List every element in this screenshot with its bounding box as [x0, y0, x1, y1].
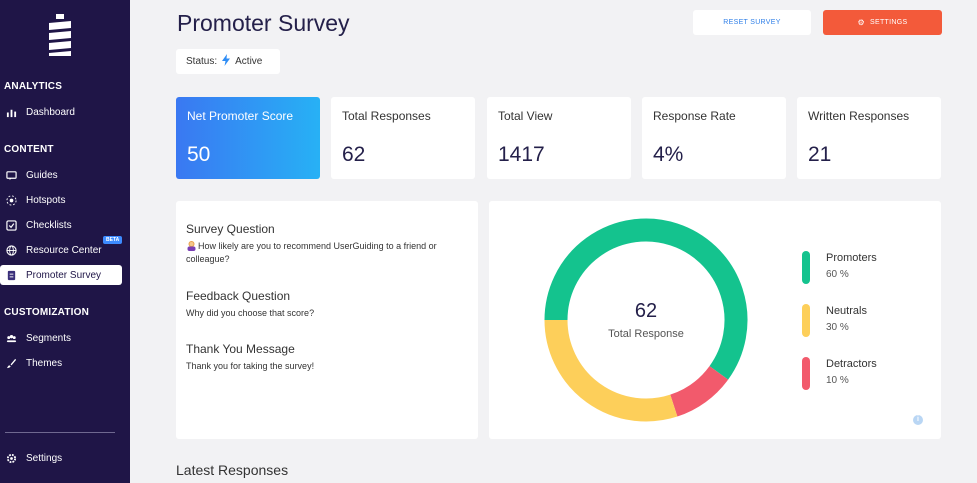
- legend-label-promoters: Promoters: [826, 252, 877, 264]
- segments-icon: [5, 332, 17, 344]
- sidebar-item-label: Resource Center: [26, 244, 102, 256]
- legend-swatch-detractors: [802, 357, 810, 390]
- detractors-arc[interactable]: [669, 365, 729, 417]
- userguiding-logo[interactable]: [47, 14, 73, 56]
- sidebar-item-dashboard[interactable]: Dashboard: [0, 102, 124, 122]
- sidebar-item-label: Promoter Survey: [26, 269, 102, 281]
- survey-icon: [5, 269, 17, 281]
- sidebar-item-segments[interactable]: Segments: [0, 328, 124, 348]
- sidebar-item-label: Themes: [26, 357, 63, 369]
- sidebar-item-themes[interactable]: Themes: [0, 353, 124, 373]
- stat-card-nps: Net Promoter Score 50: [176, 97, 320, 179]
- survey-question-title: Survey Question: [186, 222, 275, 236]
- stat-card-response-rate: Response Rate 4%: [642, 97, 786, 179]
- sidebar-divider: [5, 432, 115, 433]
- feedback-question-text: Why did you choose that score?: [186, 308, 315, 318]
- hotspot-icon: [5, 194, 17, 206]
- lightning-icon: [222, 54, 231, 69]
- brush-icon: [5, 357, 17, 369]
- guide-icon: [5, 169, 17, 181]
- chart-center-label: Total Response: [608, 328, 684, 340]
- stat-value: 1417: [498, 143, 545, 166]
- section-title-customization: CUSTOMIZATION: [4, 307, 90, 318]
- thank-you-title: Thank You Message: [186, 342, 295, 356]
- status-label: Status:: [186, 56, 218, 67]
- stat-label: Written Responses: [808, 109, 910, 123]
- status-value: Active: [235, 56, 263, 67]
- feedback-question-title: Feedback Question: [186, 289, 291, 303]
- survey-questions-panel: Survey Question How likely are you to re…: [176, 201, 478, 439]
- sidebar-item-label: Settings: [26, 452, 63, 464]
- stat-value: 21: [808, 143, 832, 166]
- thank-you-text: Thank you for taking the survey!: [186, 361, 315, 371]
- legend-label-neutrals: Neutrals: [826, 305, 867, 317]
- sidebar-item-resource-center[interactable]: Resource Center: [0, 240, 124, 260]
- sidebar-item-label: Dashboard: [26, 106, 75, 118]
- legend-value-neutrals: 30 %: [826, 322, 849, 333]
- sidebar-item-label: Segments: [26, 332, 72, 344]
- sidebar: ANALYTICS Dashboard CONTENT Guides Hotsp…: [0, 0, 130, 483]
- survey-question-text: How likely are you to recommend UserGuid…: [186, 240, 471, 266]
- stat-card-written-responses: Written Responses 21: [797, 97, 941, 179]
- sidebar-item-label: Hotspots: [26, 194, 66, 206]
- legend-value-detractors: 10 %: [826, 375, 849, 386]
- settings-button-label: SETTINGS: [870, 19, 908, 26]
- sidebar-item-guides[interactable]: Guides: [0, 165, 124, 185]
- stat-card-total-responses: Total Responses 62: [331, 97, 475, 179]
- nps-chart-panel: 62 Total Response Promoters 60 % Neutral…: [489, 201, 941, 439]
- person-emoji-icon: [186, 240, 197, 251]
- beta-badge: BETA: [103, 236, 123, 244]
- checklist-icon: [5, 219, 17, 231]
- section-title-analytics: ANALYTICS: [4, 81, 63, 92]
- nps-donut-chart: [544, 218, 748, 422]
- stat-card-total-view: Total View 1417: [487, 97, 631, 179]
- info-icon[interactable]: i: [913, 415, 923, 425]
- neutrals-arc[interactable]: [544, 319, 678, 422]
- stat-label: Response Rate: [653, 109, 736, 123]
- legend-label-detractors: Detractors: [826, 358, 877, 370]
- bar-chart-icon: [5, 106, 17, 118]
- page-title: Promoter Survey: [177, 10, 350, 36]
- section-title-content: CONTENT: [4, 144, 54, 155]
- sidebar-item-hotspots[interactable]: Hotspots: [0, 190, 124, 210]
- sidebar-item-settings[interactable]: Settings: [0, 448, 124, 468]
- stat-value: 4%: [653, 143, 684, 166]
- settings-button[interactable]: ⚙ SETTINGS: [823, 10, 942, 35]
- stat-value: 62: [342, 143, 366, 166]
- sidebar-item-label: Checklists: [26, 219, 72, 231]
- stat-label: Total View: [498, 109, 553, 123]
- reset-survey-button[interactable]: RESET SURVEY: [693, 10, 811, 35]
- chart-center-value: 62: [634, 300, 658, 322]
- stat-label: Net Promoter Score: [187, 109, 294, 123]
- status-indicator: Status: Active: [176, 49, 280, 74]
- sidebar-item-checklists[interactable]: Checklists: [0, 215, 124, 235]
- latest-responses-heading: Latest Responses: [176, 462, 289, 478]
- legend-swatch-neutrals: [802, 304, 810, 337]
- sidebar-item-label: Guides: [26, 169, 58, 181]
- promoters-arc[interactable]: [544, 218, 748, 380]
- stat-label: Total Responses: [342, 109, 431, 123]
- legend-swatch-promoters: [802, 251, 810, 284]
- stat-value: 50: [187, 143, 211, 166]
- legend-value-promoters: 60 %: [826, 269, 849, 280]
- globe-icon: [5, 244, 17, 256]
- gear-icon: ⚙: [857, 18, 866, 27]
- survey-question-body: How likely are you to recommend UserGuid…: [186, 241, 437, 264]
- gear-icon: [5, 452, 17, 464]
- sidebar-item-promoter-survey[interactable]: Promoter Survey: [0, 265, 122, 285]
